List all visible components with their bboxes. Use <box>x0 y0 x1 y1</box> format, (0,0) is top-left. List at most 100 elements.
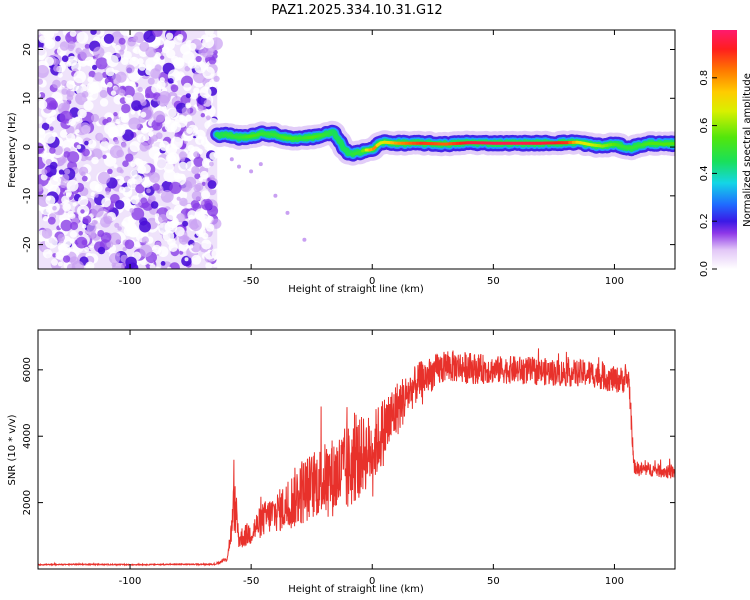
noise-speck <box>38 47 47 60</box>
noise-speck <box>155 213 160 218</box>
noise-speck <box>156 37 165 46</box>
snr-y-ticks: 2000 4000 6000 <box>22 357 675 515</box>
noise-speck <box>38 128 45 135</box>
noise-speck <box>129 81 136 88</box>
noise-speck <box>178 161 188 172</box>
noise-speck <box>155 266 161 269</box>
noise-speck <box>201 190 211 200</box>
noise-speck <box>202 66 215 79</box>
noise-speck <box>130 169 138 178</box>
noise-speck <box>60 187 66 193</box>
noise-speck <box>191 254 202 265</box>
x-tick-label: 50 <box>487 576 500 587</box>
noise-speck <box>106 240 114 248</box>
noise-speck <box>109 145 123 159</box>
noise-speck <box>145 93 151 99</box>
noise-speck <box>209 174 215 181</box>
snr-panel: -100 -50 0 50 100 2000 4000 6000 Height of str… <box>7 329 676 595</box>
noise-speck <box>80 209 85 214</box>
noise-speck <box>157 94 170 107</box>
noise-speck <box>84 140 89 146</box>
noise-speck <box>89 180 100 191</box>
noise-speck <box>154 52 161 59</box>
noise-speck <box>179 173 186 180</box>
noise-speck <box>49 126 54 131</box>
noise-speck <box>154 157 167 170</box>
noise-speck <box>160 55 165 60</box>
noise-speck <box>127 37 136 47</box>
noise-speck <box>141 127 146 132</box>
x-tick-label: -50 <box>243 276 259 287</box>
colorbar-gradient <box>712 30 737 269</box>
noise-speck <box>99 140 110 151</box>
noise-speck <box>148 131 154 137</box>
noise-speck <box>94 72 104 82</box>
noise-speck <box>213 151 220 159</box>
spectrogram-scatter-points <box>229 157 307 242</box>
noise-speck <box>55 35 61 42</box>
noise-speck <box>186 203 192 209</box>
scatter-point <box>237 164 241 169</box>
noise-speck <box>81 91 89 98</box>
noise-speck <box>58 169 64 175</box>
noise-speck <box>194 173 201 180</box>
noise-speck <box>147 106 152 111</box>
noise-speck <box>62 255 71 263</box>
noise-speck <box>43 132 56 144</box>
noise-speck <box>193 151 200 158</box>
noise-speck <box>78 195 89 207</box>
noise-speck <box>103 33 114 44</box>
noise-speck <box>67 41 76 49</box>
noise-speck <box>44 97 57 110</box>
noise-speck <box>57 244 65 251</box>
noise-speck <box>179 115 185 122</box>
noise-speck <box>41 228 53 239</box>
noise-speck <box>129 208 135 213</box>
noise-speck <box>114 44 121 51</box>
noise-speck <box>102 154 107 159</box>
noise-speck <box>92 64 98 70</box>
noise-speck <box>176 34 184 41</box>
noise-speck <box>205 262 213 269</box>
noise-speck <box>61 55 69 62</box>
noise-speck <box>38 99 48 110</box>
noise-speck <box>140 197 148 205</box>
noise-speck <box>64 168 71 175</box>
noise-speck <box>184 257 189 262</box>
noise-speck <box>131 100 142 111</box>
noise-speck <box>187 210 197 220</box>
noise-speck <box>200 201 205 205</box>
noise-speck <box>116 252 121 257</box>
noise-speck <box>166 209 177 221</box>
noise-speck <box>82 148 90 157</box>
noise-speck <box>89 245 94 251</box>
noise-speck <box>189 244 194 249</box>
x-tick-label: 50 <box>487 276 500 287</box>
noise-speck <box>209 161 214 167</box>
x-tick-label: -50 <box>243 576 259 587</box>
noise-speck <box>184 65 191 72</box>
noise-speck <box>78 231 83 236</box>
noise-speck <box>166 266 172 269</box>
colorbar-tick-label: 0.0 <box>699 261 710 277</box>
noise-speck <box>53 65 60 72</box>
noise-speck <box>91 156 99 165</box>
noise-speck <box>60 219 73 232</box>
noise-speck <box>68 118 76 127</box>
noise-speck <box>38 65 49 78</box>
noise-speck <box>185 114 193 122</box>
noise-speck <box>81 224 87 229</box>
noise-speck <box>84 56 95 67</box>
noise-speck <box>42 216 49 222</box>
noise-speck <box>180 44 191 55</box>
noise-speck <box>179 197 188 207</box>
noise-speck <box>69 230 77 238</box>
colorbar-label: Normalized spectral amplitude <box>742 73 750 227</box>
y-tick-label: 4000 <box>22 423 33 448</box>
noise-speck <box>195 182 204 192</box>
noise-speck <box>45 195 56 206</box>
scatter-point <box>273 193 278 198</box>
noise-speck <box>200 170 209 180</box>
noise-speck <box>204 30 214 36</box>
noise-speck <box>130 195 140 205</box>
